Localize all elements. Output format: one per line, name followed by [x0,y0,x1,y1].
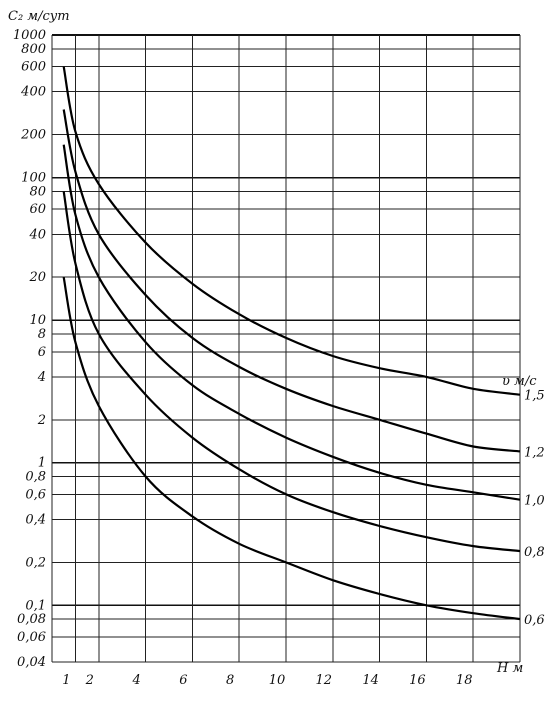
y-tick-label: 80 [29,184,46,199]
y-tick-label: 200 [20,128,46,143]
y-tick-label: 0,04 [17,655,46,670]
y-tick-label: 0,08 [17,612,46,627]
y-tick-label: 400 [20,85,46,100]
y-tick-label: 0,06 [17,630,46,645]
y-tick-label: 8 [38,327,46,342]
y-tick-label: 0,2 [25,555,46,570]
y-tick-label: 1 [38,456,46,471]
y-tick-labels: 0,04 0,06 0,080,1 0,2 0,4 0,6 0,81 2 4 6 810 20 40 60… [13,28,46,670]
vertical-gridlines [51,35,521,662]
x-tick-label: 1 [62,673,70,688]
curve-series [62,66,521,621]
x-tick-label: 14 [362,673,379,688]
series-curve [62,109,521,453]
y-tick-label: 800 [21,42,46,57]
y-tick-label: 10 [29,313,46,328]
x-tick-label: 18 [456,673,473,688]
x-tick-label: 2 [85,673,94,688]
x-tick-label: 10 [269,673,286,688]
y-tick-label: 0,4 [25,512,46,527]
series-curve [62,277,521,621]
series-label: 1,5 [524,389,545,404]
y-tick-label: 1000 [13,28,46,43]
series-curve [62,144,521,501]
series-label: 0,8 [524,545,545,560]
y-tick-label: 40 [28,227,46,242]
y-tick-label: 600 [21,60,46,75]
y-tick-label: 6 [38,345,46,360]
y-tick-label: 20 [28,270,46,285]
x-tick-label: 4 [131,673,140,688]
x-tick-label: 16 [409,673,426,688]
series-curve [62,66,521,396]
y-tick-label: 0,8 [25,470,46,485]
legend-title: υ м/с [502,374,537,389]
x-tick-label: 8 [226,673,234,688]
series-label: 1,0 [524,494,545,509]
y-tick-label: 2 [37,413,46,428]
y-tick-label: 0,6 [25,487,46,502]
x-axis-label: H м [496,661,523,676]
x-tick-label: 12 [316,673,333,688]
y-tick-label: 100 [21,171,46,186]
series-label: 0,6 [524,613,545,628]
y-tick-label: 60 [29,202,46,217]
x-tick-labels: 1 2 4 6 8 10 12 14 16 18 [62,673,472,688]
x-tick-label: 6 [179,673,187,688]
y-tick-label: 4 [37,370,46,385]
y-axis-label: C₂ м/сут [8,9,70,24]
series-curve [62,191,521,553]
series-labels: 1,5 1,2 1,0 0,8 0,6 [524,389,545,628]
y-tick-label: 0,1 [25,598,46,613]
series-label: 1,2 [524,445,545,460]
